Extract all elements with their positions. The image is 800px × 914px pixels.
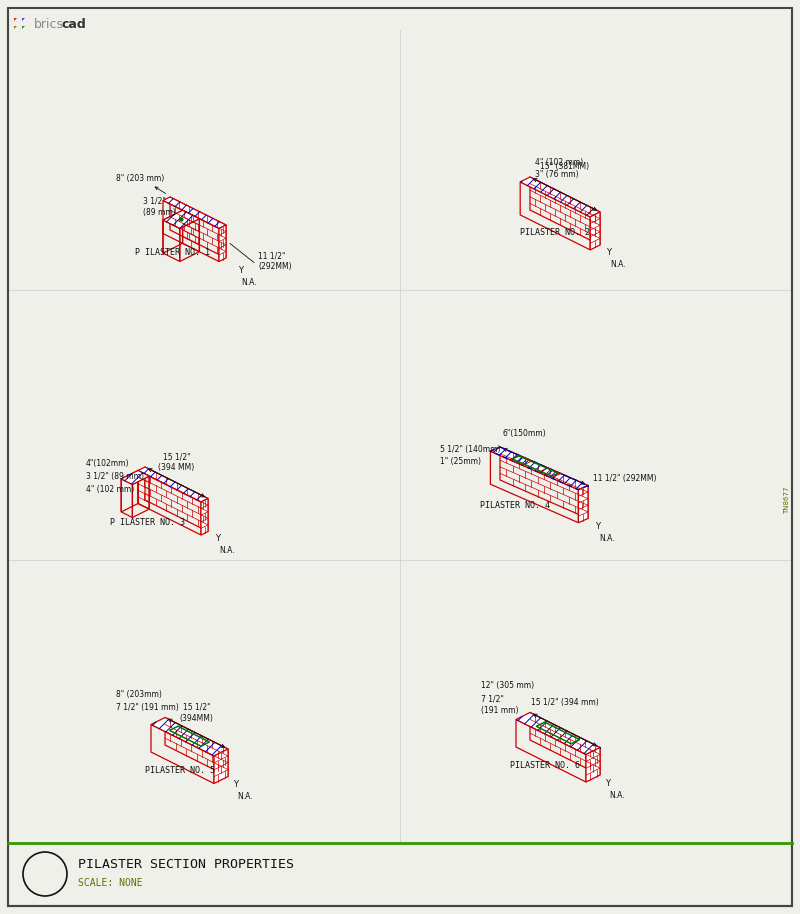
Text: 15 1/2": 15 1/2" <box>182 703 210 711</box>
Text: PILASTER NO. 6: PILASTER NO. 6 <box>510 761 580 770</box>
Text: 4"(102mm): 4"(102mm) <box>86 460 130 468</box>
Text: N.A.: N.A. <box>219 547 234 556</box>
Text: 8" (203mm): 8" (203mm) <box>116 690 162 699</box>
Polygon shape <box>14 18 17 21</box>
Text: Y: Y <box>238 266 242 274</box>
Text: (394MM): (394MM) <box>179 714 214 722</box>
Text: P ILASTER NO. 1: P ILASTER NO. 1 <box>135 248 210 257</box>
Polygon shape <box>22 26 25 29</box>
Polygon shape <box>122 471 149 484</box>
Text: PILASTER NO. 4: PILASTER NO. 4 <box>480 501 550 510</box>
Text: (292MM): (292MM) <box>258 261 292 271</box>
Text: 5 1/2" (140mm): 5 1/2" (140mm) <box>440 445 501 454</box>
Polygon shape <box>22 18 25 21</box>
Text: TN8677: TN8677 <box>784 486 790 514</box>
Polygon shape <box>520 177 600 217</box>
Text: N.A.: N.A. <box>610 260 626 270</box>
Text: Y: Y <box>233 781 238 790</box>
Text: SCALE: NONE: SCALE: NONE <box>78 878 142 888</box>
Text: Y: Y <box>605 779 610 788</box>
Polygon shape <box>151 717 228 756</box>
Text: 6"(150mm): 6"(150mm) <box>502 430 546 438</box>
Text: cad: cad <box>62 17 86 30</box>
Text: 7 1/2" (191 mm): 7 1/2" (191 mm) <box>116 704 178 712</box>
Polygon shape <box>516 713 600 754</box>
Text: 4" (102 mm): 4" (102 mm) <box>86 485 134 494</box>
Text: 12" (305 mm): 12" (305 mm) <box>481 682 534 690</box>
Polygon shape <box>163 210 199 228</box>
Polygon shape <box>490 447 588 490</box>
Text: (394 MM): (394 MM) <box>158 463 194 472</box>
Text: P ILASTER NO. 3: P ILASTER NO. 3 <box>110 518 185 527</box>
Polygon shape <box>578 485 588 523</box>
Text: brics: brics <box>34 17 64 30</box>
Text: Y: Y <box>595 522 600 530</box>
Text: N.A.: N.A. <box>237 792 253 802</box>
Polygon shape <box>163 197 226 228</box>
Text: 11 1/2": 11 1/2" <box>258 251 286 260</box>
Text: 15" (381MM): 15" (381MM) <box>541 162 590 171</box>
Text: (89 mm): (89 mm) <box>143 208 176 217</box>
Text: 15 1/2": 15 1/2" <box>162 452 190 461</box>
Text: PILASTER NO. 2: PILASTER NO. 2 <box>520 228 590 237</box>
Polygon shape <box>219 225 226 261</box>
Polygon shape <box>138 467 208 502</box>
Polygon shape <box>590 212 600 250</box>
Text: (191 mm): (191 mm) <box>481 707 518 716</box>
Text: 3" (76 mm): 3" (76 mm) <box>535 169 578 178</box>
Text: N.A.: N.A. <box>599 534 614 543</box>
Text: Y: Y <box>606 249 611 257</box>
Text: PILASTER SECTION PROPERTIES: PILASTER SECTION PROPERTIES <box>78 857 294 870</box>
Text: 3 1/2": 3 1/2" <box>143 197 166 206</box>
Text: 3 1/2" (89 mm): 3 1/2" (89 mm) <box>86 473 144 482</box>
Text: 1" (25mm): 1" (25mm) <box>440 457 481 466</box>
Text: 8" (203 mm): 8" (203 mm) <box>116 175 164 184</box>
Text: N.A.: N.A. <box>609 791 625 800</box>
Polygon shape <box>201 498 208 535</box>
Text: PILASTER NO. 5: PILASTER NO. 5 <box>145 766 215 775</box>
Polygon shape <box>586 748 600 782</box>
Text: 4" (102 mm): 4" (102 mm) <box>535 157 583 166</box>
Polygon shape <box>214 749 228 783</box>
Text: Y: Y <box>215 535 220 543</box>
Text: 11 1/2" (292MM): 11 1/2" (292MM) <box>593 473 657 483</box>
Polygon shape <box>14 26 17 29</box>
Text: 7 1/2": 7 1/2" <box>481 695 504 704</box>
Text: N.A.: N.A. <box>242 278 258 287</box>
Text: 15 1/2" (394 mm): 15 1/2" (394 mm) <box>531 697 599 707</box>
